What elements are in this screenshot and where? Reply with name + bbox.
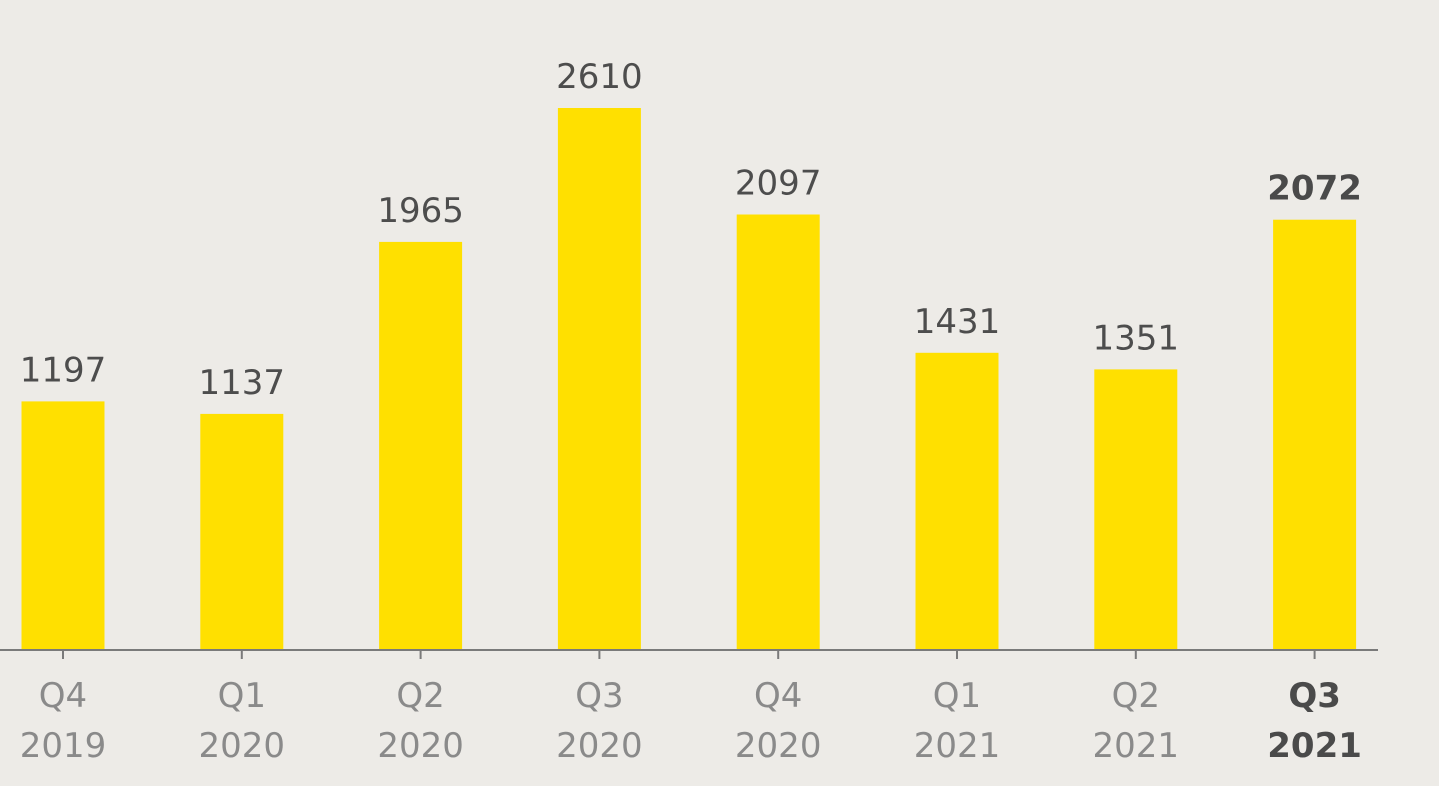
value-label-1: 1137 (199, 363, 286, 403)
tick-label-year-6: 2021 (1093, 726, 1180, 766)
tick-label-quarter-3: Q3 (575, 676, 623, 716)
tick-label-quarter-7: Q3 (1288, 676, 1341, 716)
value-label-7: 2072 (1267, 169, 1362, 209)
tick-label-quarter-2: Q2 (396, 676, 444, 716)
tick-label-year-4: 2020 (735, 726, 822, 766)
value-label-4: 2097 (735, 164, 822, 204)
tick-label-year-1: 2020 (199, 726, 286, 766)
value-label-3: 2610 (556, 57, 643, 97)
tick-label-quarter-5: Q1 (933, 676, 981, 716)
bar-5 (915, 352, 999, 650)
bar-3 (557, 108, 641, 650)
tick-label-year-5: 2021 (914, 726, 1001, 766)
bars-layer (21, 108, 1357, 650)
tick-label-quarter-6: Q2 (1112, 676, 1160, 716)
tick-label-year-7: 2021 (1267, 726, 1362, 766)
tick-label-quarter-4: Q4 (754, 676, 802, 716)
value-label-2: 1965 (377, 191, 464, 231)
bar-7 (1273, 219, 1357, 650)
value-label-0: 1197 (20, 350, 107, 390)
bar-4 (736, 214, 820, 650)
value-labels-layer: 1197 1137 1965 2610 2097 1431 1351 2072 (20, 57, 1362, 403)
x-ticks-layer: Q4 2019 Q1 2020 Q2 2020 Q3 2020 Q4 2020 Q1 2021 Q2 20… (20, 650, 1362, 766)
bar-0 (21, 401, 105, 650)
tick-label-quarter-0: Q4 (39, 676, 87, 716)
value-label-5: 1431 (914, 302, 1001, 342)
tick-label-year-0: 2019 (20, 726, 107, 766)
tick-label-year-2: 2020 (377, 726, 464, 766)
bar-1 (200, 413, 284, 650)
bar-6 (1094, 369, 1178, 650)
bar-2 (379, 241, 463, 650)
tick-label-year-3: 2020 (556, 726, 643, 766)
value-label-6: 1351 (1093, 318, 1180, 358)
tick-label-quarter-1: Q1 (218, 676, 266, 716)
